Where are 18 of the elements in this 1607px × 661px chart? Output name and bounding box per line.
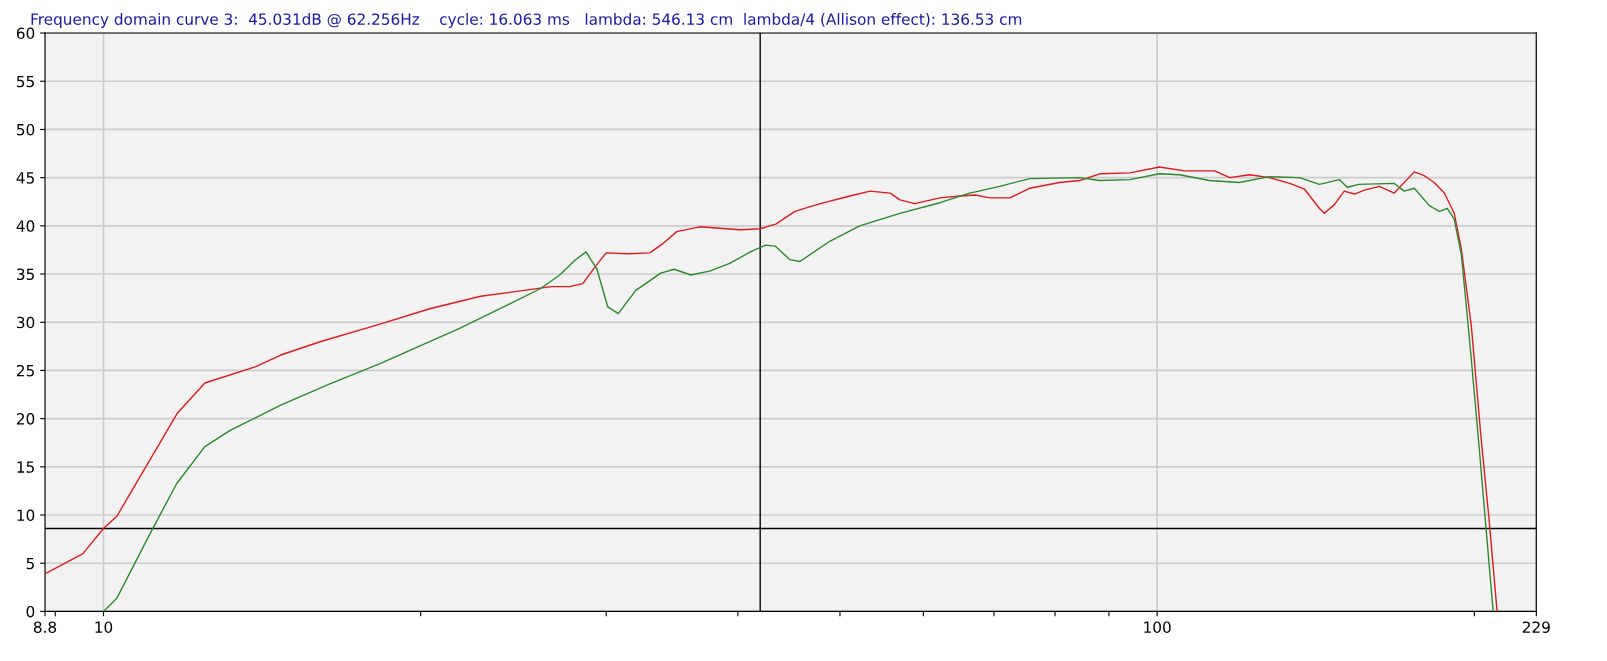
y-tick-label: 15 (17, 461, 34, 473)
y-tick-label: 35 (17, 268, 34, 281)
y-tick-label: 50 (17, 123, 35, 136)
y-tick-label: 10 (17, 509, 35, 522)
y-tick-label: 60 (16, 27, 35, 40)
x-tick-label: 100 (1144, 621, 1171, 633)
y-tick-label: 5 (26, 557, 34, 570)
chart-title: Frequency domain curve 3: 45.031dB @ 62.256Hz cycle: 16.063 ms lambda: 546.13 cm lambda/4 (Allison effect): 136.53 cm (31, 13, 1022, 28)
y-tick-label: 30 (17, 316, 35, 329)
x-tick-label: 8.8 (33, 621, 57, 633)
y-tick-label: 40 (16, 220, 35, 232)
y-tick-label: 0 (26, 605, 35, 618)
x-tick-label: 10 (95, 621, 113, 633)
y-tick-label: 20 (16, 413, 35, 425)
y-tick-label: 25 (16, 364, 34, 377)
y-tick-label: 55 (17, 75, 34, 88)
y-tick-label: 45 (16, 172, 34, 184)
x-tick-label: 229 (1522, 621, 1550, 633)
